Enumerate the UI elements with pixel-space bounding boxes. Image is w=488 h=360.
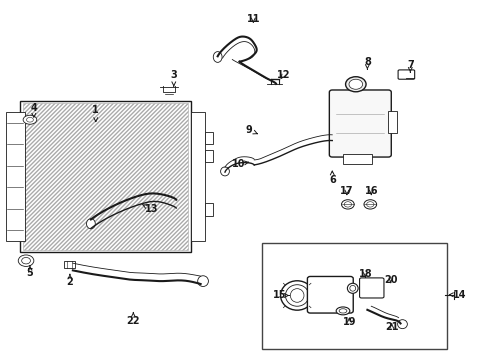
Text: 21: 21 <box>384 322 398 332</box>
FancyBboxPatch shape <box>359 278 383 298</box>
Bar <box>5 112 25 241</box>
Text: 6: 6 <box>328 171 335 185</box>
Ellipse shape <box>280 281 313 310</box>
FancyBboxPatch shape <box>329 90 390 157</box>
Text: 9: 9 <box>244 125 257 135</box>
Ellipse shape <box>26 117 33 122</box>
Bar <box>20 101 190 252</box>
FancyBboxPatch shape <box>307 276 352 313</box>
Bar <box>204 132 213 144</box>
Text: 1: 1 <box>92 105 99 122</box>
Text: 4: 4 <box>30 103 37 117</box>
Text: 3: 3 <box>170 70 177 86</box>
Text: 17: 17 <box>340 186 353 197</box>
Ellipse shape <box>348 79 362 89</box>
Text: 2: 2 <box>66 274 73 287</box>
Ellipse shape <box>335 307 349 315</box>
Ellipse shape <box>220 167 229 176</box>
Ellipse shape <box>345 77 366 92</box>
Ellipse shape <box>285 285 308 306</box>
Ellipse shape <box>344 202 351 207</box>
Text: 15: 15 <box>272 291 288 301</box>
Text: 14: 14 <box>448 290 466 300</box>
Text: 12: 12 <box>276 70 290 80</box>
Text: 22: 22 <box>126 312 140 325</box>
Bar <box>22 103 188 250</box>
Ellipse shape <box>366 202 373 207</box>
Bar <box>204 149 213 162</box>
Ellipse shape <box>363 200 376 209</box>
Ellipse shape <box>197 276 208 287</box>
Bar <box>387 111 396 133</box>
Text: 10: 10 <box>231 159 248 169</box>
Text: 11: 11 <box>246 14 260 24</box>
Ellipse shape <box>290 289 304 302</box>
Bar <box>261 243 446 348</box>
Ellipse shape <box>86 219 95 229</box>
Ellipse shape <box>341 200 353 209</box>
Bar <box>190 112 205 241</box>
Ellipse shape <box>23 115 37 124</box>
Text: 19: 19 <box>342 317 355 327</box>
Ellipse shape <box>346 283 357 293</box>
Ellipse shape <box>397 320 407 329</box>
Bar <box>343 154 371 164</box>
Text: 18: 18 <box>358 269 371 279</box>
Text: 5: 5 <box>26 265 33 278</box>
Text: 7: 7 <box>406 59 413 72</box>
Ellipse shape <box>338 309 346 313</box>
Text: 8: 8 <box>363 57 370 69</box>
Text: 16: 16 <box>364 186 377 197</box>
Bar <box>64 261 75 268</box>
Text: 13: 13 <box>142 204 158 215</box>
Text: 20: 20 <box>383 275 397 285</box>
Bar <box>204 203 213 216</box>
Ellipse shape <box>213 51 222 62</box>
Ellipse shape <box>18 255 34 266</box>
Ellipse shape <box>349 285 355 291</box>
Ellipse shape <box>21 257 30 264</box>
FancyBboxPatch shape <box>397 70 414 79</box>
